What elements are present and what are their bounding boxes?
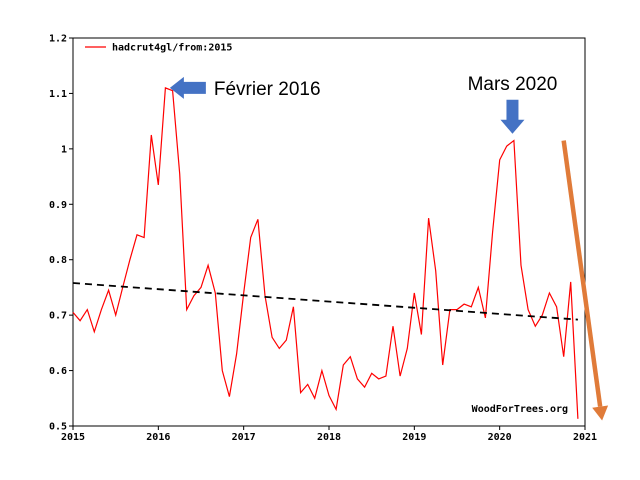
legend: hadcrut4gl/from:2015 (85, 43, 232, 54)
series-group (72, 87, 579, 419)
annotation-label: Février 2016 (214, 79, 321, 100)
plot-area (72, 37, 586, 427)
y-tick-label: 1.2 (49, 34, 67, 45)
y-tick-label: 1 (61, 144, 67, 155)
x-tick-label: 2019 (402, 432, 426, 443)
trend-line (72, 282, 578, 321)
x-axis: 2015 2016 2017 2018 2019 2020 2021 (61, 426, 597, 443)
y-tick-label: 0.6 (49, 366, 67, 377)
trend-arrow-head (592, 405, 609, 421)
legend-label: hadcrut4gl/from:2015 (112, 43, 232, 54)
x-tick-label: 2016 (146, 432, 170, 443)
x-tick-label: 2015 (61, 432, 85, 443)
annotations: Février 2016 Mars 2020 (169, 74, 609, 421)
y-tick-label: 0.8 (49, 255, 67, 266)
y-tick-label: 1.1 (49, 89, 67, 100)
x-tick-label: 2020 (488, 432, 512, 443)
credit-label: WoodForTrees.org (472, 404, 568, 415)
series-line (72, 87, 579, 419)
y-tick-label: 0.5 (49, 422, 67, 433)
x-tick-label: 2021 (573, 432, 597, 443)
y-axis: 0.5 0.6 0.7 0.8 0.9 1 1.1 1.2 (49, 34, 73, 433)
annotation-arrow (169, 76, 206, 99)
y-tick-label: 0.9 (49, 200, 67, 211)
y-tick-label: 0.7 (49, 311, 67, 322)
x-tick-label: 2018 (317, 432, 341, 443)
trend-arrow-shaft (561, 140, 603, 407)
x-tick-label: 2017 (232, 432, 256, 443)
annotation-label: Mars 2020 (468, 74, 558, 95)
annotation-arrow (500, 99, 525, 134)
